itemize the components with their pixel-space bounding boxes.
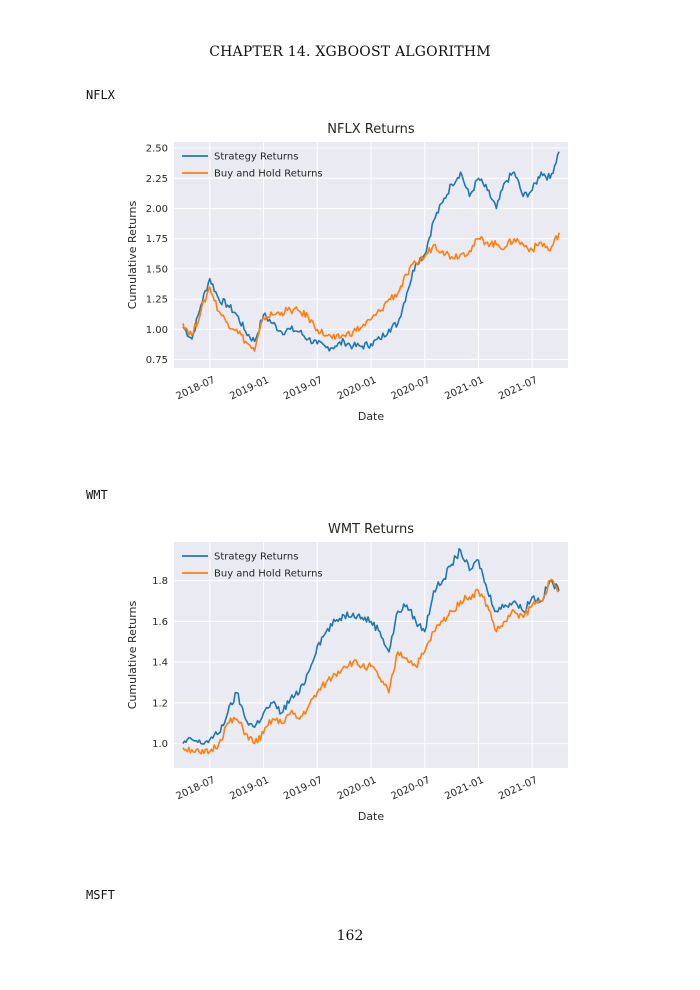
x-tick-label: 2021-01 [443,375,486,403]
x-tick-label: 2019-07 [282,775,325,803]
x-tick-label: 2021-07 [497,375,540,403]
chart-title: NFLX Returns [327,122,415,137]
section-label-wmt: WMT [86,488,108,502]
y-tick-label: 2.00 [146,204,168,215]
y-tick-label: 0.75 [146,355,168,366]
y-axis-label: Cumulative Returns [126,200,139,309]
y-tick-label: 1.4 [152,658,168,669]
chapter-header: CHAPTER 14. XGBOOST ALGORITHM [209,44,491,60]
legend-label-buy-hold: Buy and Hold Returns [214,169,323,180]
x-tick-label: 2021-07 [497,775,540,803]
buy-and-hold-returns-line [182,232,560,352]
chart-title: WMT Returns [328,522,414,537]
nflx-returns-chart: NFLX Returns 0.75 1.00 1.25 1.50 1.75 2.00 2.25… [126,122,568,423]
y-axis-label: Cumulative Returns [126,600,139,709]
strategy-returns-line [182,548,560,745]
x-tick-label: 2018-07 [175,375,218,403]
y-tick-label: 1.0 [152,739,168,750]
section-label-nflx: NFLX [86,88,115,102]
y-tick-label: 2.25 [146,174,168,185]
y-tick-label: 1.75 [146,234,168,245]
wmt-returns-chart: WMT Returns 1.0 1.2 1.4 1.6 1.8 2018-07 2019-01… [126,522,568,823]
strategy-returns-line [182,151,560,352]
legend-label-strategy: Strategy Returns [214,552,298,563]
y-tick-label: 2.50 [146,144,168,155]
x-tick-label: 2018-07 [175,775,218,803]
x-tick-label: 2020-01 [336,775,379,803]
legend-label-buy-hold: Buy and Hold Returns [214,569,323,580]
buy-and-hold-returns-line [182,578,560,755]
y-tick-label: 1.50 [146,264,168,275]
y-tick-label: 1.00 [146,325,168,336]
x-tick-label: 2019-07 [282,375,325,403]
x-axis-label: Date [358,410,385,423]
x-tick-label: 2019-01 [228,775,271,803]
section-label-msft: MSFT [86,888,115,902]
y-tick-label: 1.6 [152,617,168,628]
y-tick-label: 1.25 [146,295,168,306]
x-tick-label: 2021-01 [443,775,486,803]
x-tick-label: 2020-01 [336,375,379,403]
x-axis-label: Date [358,810,385,823]
x-tick-label: 2020-07 [389,775,432,803]
y-tick-label: 1.2 [152,698,168,709]
x-tick-label: 2020-07 [389,375,432,403]
x-tick-label: 2019-01 [228,375,271,403]
legend-label-strategy: Strategy Returns [214,152,298,163]
y-tick-label: 1.8 [152,576,168,587]
page-number: 162 [336,928,364,944]
